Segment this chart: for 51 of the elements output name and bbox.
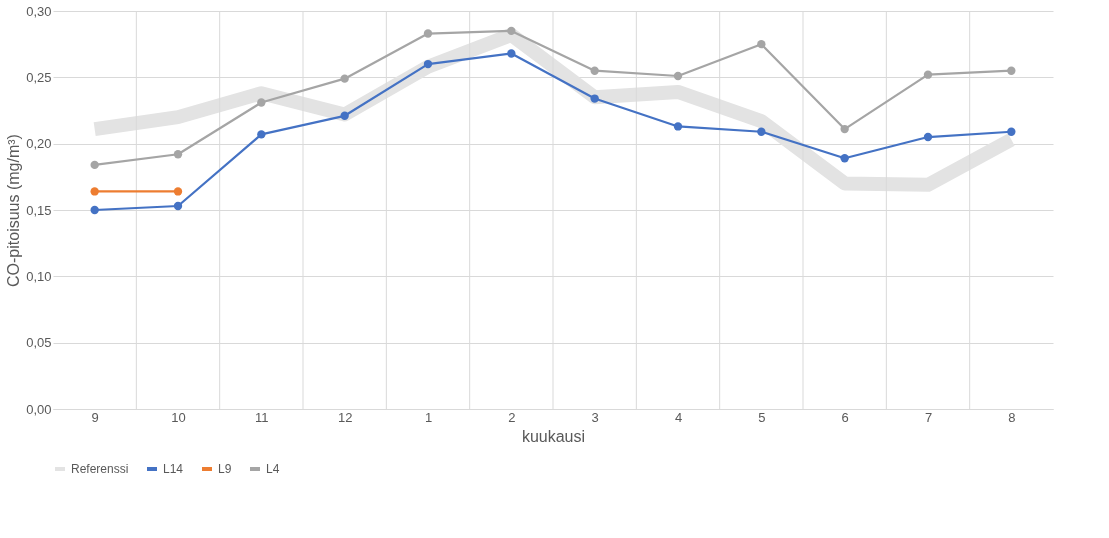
point	[257, 130, 266, 139]
point	[90, 205, 99, 215]
y-tick-label: 0,15	[26, 202, 52, 218]
y-tick-label: 0,20	[26, 136, 52, 152]
point	[1007, 127, 1016, 136]
point	[923, 70, 933, 79]
x-tick-label: 3	[591, 409, 599, 425]
point	[340, 74, 349, 83]
x-tick-label: 12	[337, 409, 353, 425]
point	[340, 111, 349, 120]
point	[257, 98, 266, 107]
point	[923, 132, 933, 142]
point	[173, 201, 183, 211]
x-tick-label: 7	[924, 409, 933, 425]
x-tick-label: 6	[841, 409, 849, 425]
x-tick-label: 10	[171, 409, 186, 425]
y-tick-label: 0,10	[26, 268, 52, 284]
point	[173, 187, 183, 196]
point	[840, 124, 849, 134]
y-tick-label: 0,30	[26, 3, 52, 19]
point	[423, 59, 433, 69]
point	[757, 127, 766, 136]
legend-label: L9	[218, 462, 232, 476]
point	[507, 49, 516, 58]
point	[90, 160, 99, 170]
x-tick-label: 11	[255, 409, 269, 425]
x-tick-label: 2	[508, 409, 516, 425]
legend-label: L4	[266, 462, 280, 476]
x-axis-title: kuukausi	[521, 427, 586, 445]
point	[673, 71, 683, 81]
legend-label: L14	[163, 462, 184, 476]
legend-label: Referenssi	[71, 462, 129, 476]
x-tick-label: 5	[758, 409, 766, 425]
point	[590, 66, 599, 75]
point	[673, 122, 683, 131]
point	[90, 187, 99, 196]
point	[757, 39, 766, 49]
x-tick-label: 9	[91, 409, 99, 425]
point	[423, 29, 433, 38]
point	[507, 26, 516, 36]
y-tick-label: 0,25	[26, 69, 52, 85]
point	[840, 154, 849, 163]
x-tick-label: 4	[674, 409, 683, 425]
point	[1007, 66, 1016, 75]
y-axis-title: CO-pitoisuus (mg/m³)	[5, 134, 23, 287]
x-tick-label: 8	[1008, 409, 1016, 425]
point	[590, 94, 599, 103]
point	[173, 150, 183, 159]
y-tick-label: 0,05	[26, 335, 52, 351]
y-tick-label: 0,00	[26, 401, 52, 417]
x-tick-label: 1	[424, 409, 433, 425]
